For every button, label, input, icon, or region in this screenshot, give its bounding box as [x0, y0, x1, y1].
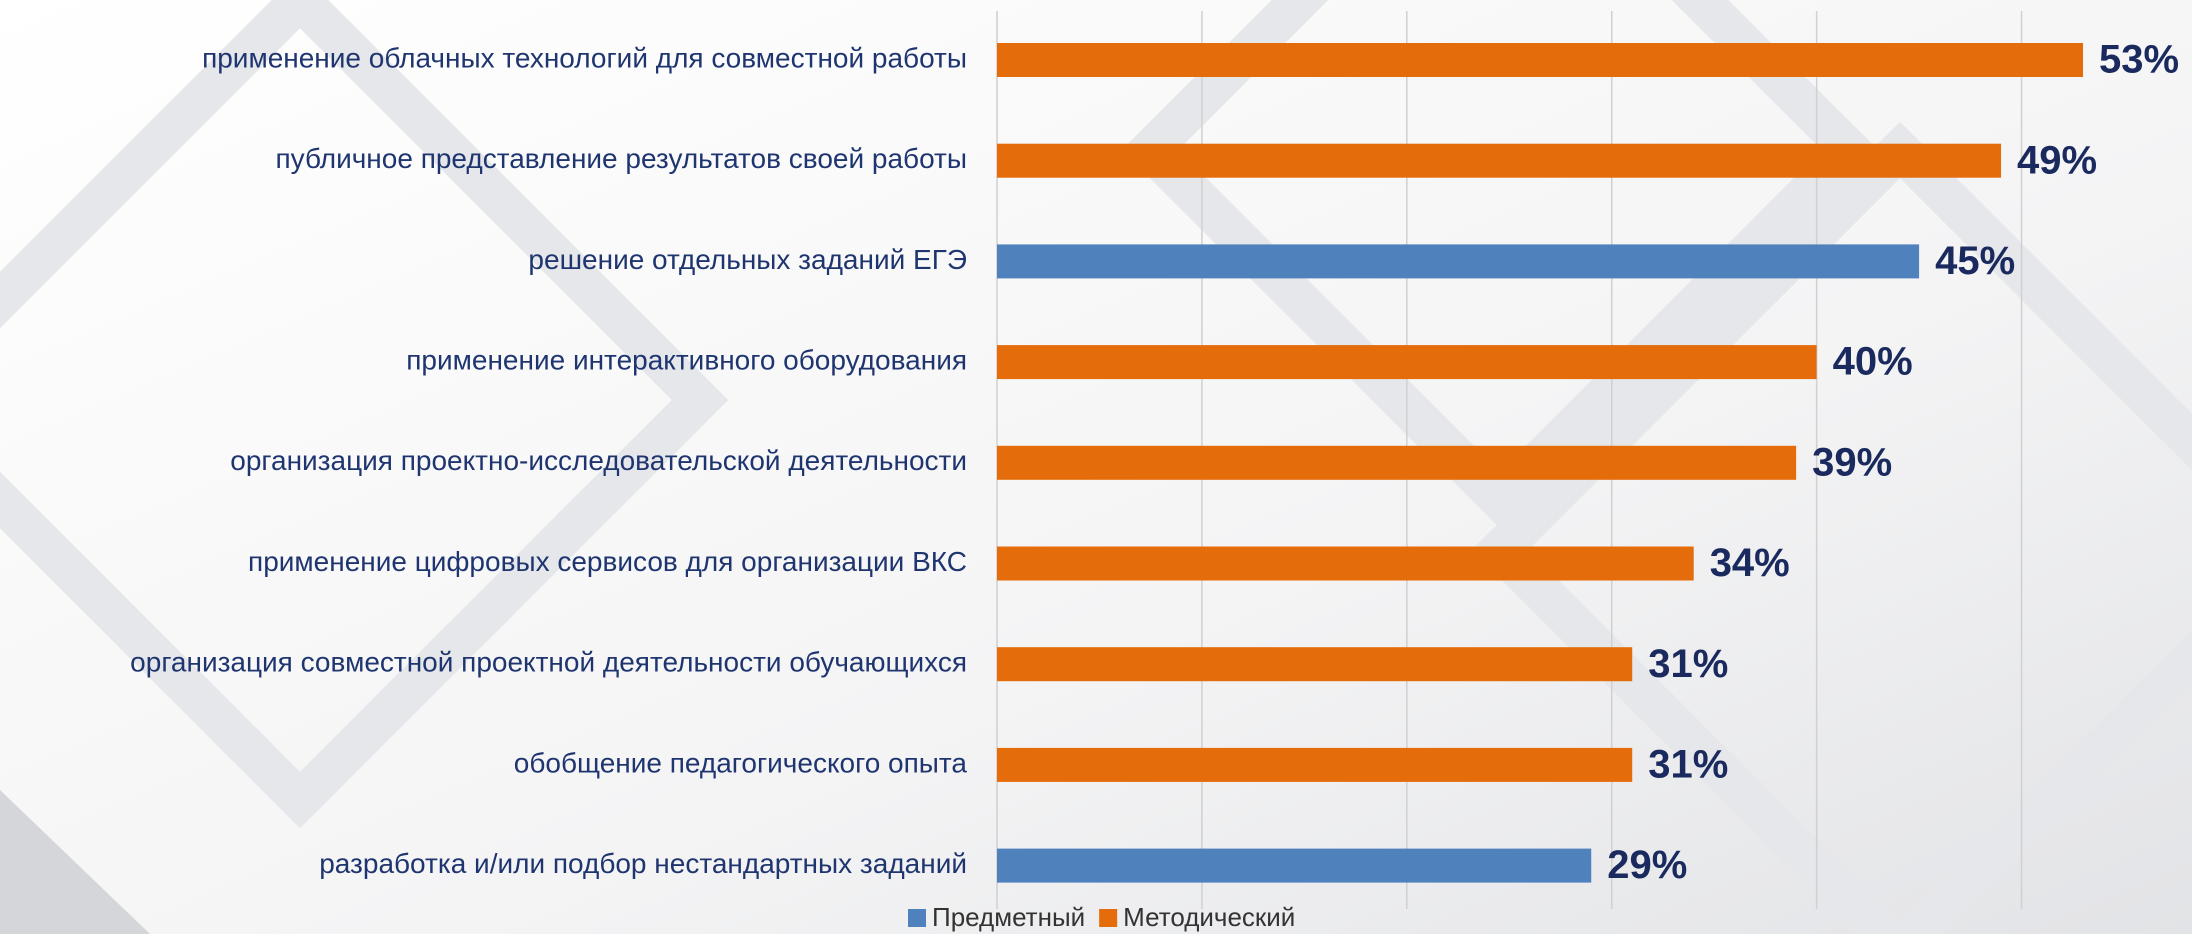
value-label: 45%: [1935, 239, 2015, 283]
value-label: 49%: [2017, 138, 2097, 182]
bar: [997, 244, 1920, 279]
category-label: публичное представление результатов свое…: [275, 143, 967, 174]
value-label: 40%: [1833, 340, 1913, 384]
legend-swatch: [908, 909, 926, 927]
value-label: 31%: [1648, 742, 1728, 786]
decor: [0, 790, 150, 934]
category-label: применение интерактивного оборудования: [406, 344, 967, 375]
category-label: решение отдельных заданий ЕГЭ: [528, 244, 967, 275]
category-label: применение цифровых сервисов для организ…: [248, 546, 967, 577]
bar: [997, 647, 1633, 682]
bar: [997, 143, 2002, 178]
bar: [997, 345, 1817, 380]
value-label: 39%: [1812, 440, 1892, 484]
value-label: 31%: [1648, 642, 1728, 686]
value-label: 34%: [1710, 541, 1790, 585]
bar: [997, 848, 1592, 883]
legend-label: Предметный: [932, 902, 1085, 932]
bar: [997, 747, 1633, 782]
value-label: 29%: [1607, 843, 1687, 887]
legend-swatch: [1099, 909, 1118, 927]
bar: [997, 546, 1694, 581]
value-label: 53%: [2099, 38, 2179, 82]
bar: [997, 43, 2084, 77]
category-label: организация совместной проектной деятель…: [130, 647, 967, 678]
legend-label: Методический: [1123, 902, 1295, 932]
category-label: разработка и/или подбор нестандартных за…: [319, 848, 967, 879]
category-label: организация проектно-исследовательской д…: [230, 445, 967, 476]
bar: [997, 445, 1797, 480]
category-label: применение облачных технологий для совме…: [202, 42, 967, 73]
category-label: обобщение педагогического опыта: [514, 747, 968, 778]
